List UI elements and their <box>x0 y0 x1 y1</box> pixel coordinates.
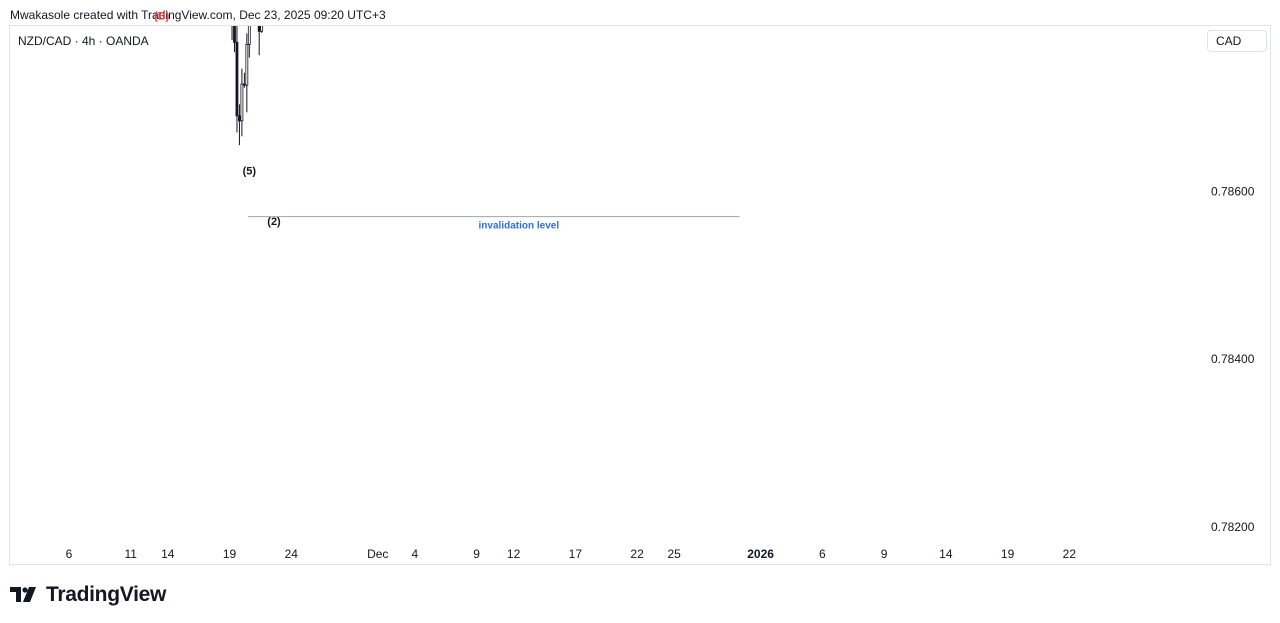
x-tick-label: 25 <box>667 547 681 561</box>
tradingview-logo[interactable]: TradingView <box>10 583 166 607</box>
y-tick-label: 0.78600 <box>1211 184 1255 198</box>
x-tick-label: 24 <box>285 547 299 561</box>
candle-body <box>245 44 249 86</box>
x-tick-label: 19 <box>1001 547 1015 561</box>
x-tick-label: 14 <box>161 547 175 561</box>
candle-body <box>247 26 251 45</box>
x-tick-label: 9 <box>473 547 480 561</box>
x-tick-label: 22 <box>1063 547 1077 561</box>
x-tick-label: 6 <box>819 547 826 561</box>
x-tick-label: 12 <box>507 547 521 561</box>
candle-body <box>235 41 239 117</box>
tradingview-logo-text: TradingView <box>46 583 167 606</box>
plot-area <box>231 0 740 218</box>
candle-body <box>257 26 261 32</box>
candle-body <box>242 83 246 86</box>
x-tick-label: Dec <box>367 547 388 561</box>
x-tick-label: 14 <box>939 547 953 561</box>
invalidation-label: invalidation level <box>479 221 560 232</box>
x-tick-label: 4 <box>411 547 418 561</box>
wave-label: (5) <box>243 166 257 178</box>
x-tick-label: 2026 <box>747 547 774 561</box>
candle-body <box>231 0 233 19</box>
y-tick-label: 0.78400 <box>1211 352 1255 366</box>
x-tick-label: 22 <box>630 547 644 561</box>
wave-label: (B) <box>154 10 170 22</box>
currency-selector[interactable]: CAD <box>1207 30 1267 52</box>
candlesticks <box>231 0 264 146</box>
x-tick-label: 6 <box>66 547 73 561</box>
x-tick-label: 9 <box>881 547 888 561</box>
tradingview-logo-icon <box>10 587 36 602</box>
x-tick-label: 19 <box>223 547 237 561</box>
chart-frame[interactable] <box>9 25 1271 565</box>
x-tick-label: 11 <box>125 547 138 561</box>
candle-body <box>260 26 264 32</box>
candle-body <box>233 26 236 43</box>
symbol-title[interactable]: NZD/CAD · 4h · OANDA <box>18 34 149 48</box>
y-tick-label: 0.78200 <box>1211 520 1255 534</box>
candle-body <box>238 115 241 122</box>
x-tick-label: 17 <box>569 547 583 561</box>
chart-attribution: Mwakasole created with TradingView.com, … <box>10 8 386 22</box>
wave-label: (2) <box>267 216 281 228</box>
candle-body <box>240 83 244 122</box>
